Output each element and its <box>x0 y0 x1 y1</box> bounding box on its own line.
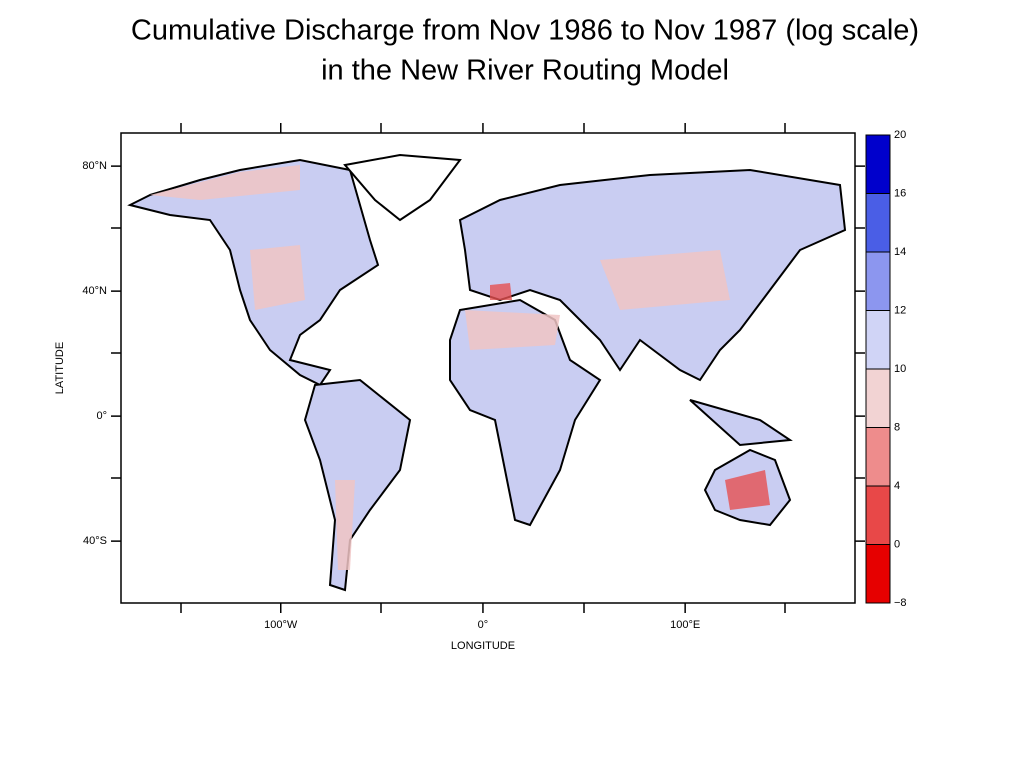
colorbar-box <box>865 368 891 428</box>
indonesia <box>689 399 793 447</box>
colorbar-label: −8 <box>894 597 907 609</box>
dry-region <box>250 245 305 310</box>
minor-ticks <box>111 123 865 613</box>
y-axis-label: LATITUDE <box>54 342 66 394</box>
y-tick-label: 0° <box>96 410 107 422</box>
dry-region <box>490 283 512 300</box>
colorbar-label: 4 <box>894 480 900 492</box>
dry-region <box>465 310 560 350</box>
dry-region <box>150 165 300 200</box>
colorbar-box <box>865 251 891 311</box>
colorbar-box <box>865 310 891 370</box>
dry-region <box>725 470 770 510</box>
y-tick-label: 40°S <box>83 535 107 547</box>
colorbar-box <box>865 193 891 253</box>
colorbar-box <box>865 485 891 545</box>
x-tick-label: 100°E <box>670 619 700 631</box>
colorbar-label: 14 <box>894 246 906 258</box>
colorbar-box <box>865 427 891 487</box>
colorbar-label: 10 <box>894 363 906 375</box>
colorbar-box <box>865 134 891 194</box>
colorbar-label: 12 <box>894 304 906 316</box>
dry-region <box>600 250 730 310</box>
greenland <box>343 153 462 222</box>
colorbar-label: 16 <box>894 187 906 199</box>
africa <box>449 298 602 527</box>
x-tick-label: 0° <box>478 619 489 631</box>
title: Cumulative Discharge from Nov 1986 to No… <box>131 15 919 47</box>
colorbar-label: 0 <box>894 538 900 550</box>
y-tick-label: 40°N <box>82 285 107 297</box>
dry-region <box>335 480 355 570</box>
map <box>111 123 865 613</box>
colorbar-label: 20 <box>894 129 906 141</box>
x-tick-label: 100°W <box>264 619 298 631</box>
y-tick-label: 80°N <box>82 160 107 172</box>
title: in the New River Routing Model <box>321 55 729 87</box>
colorbar-label: 8 <box>894 421 900 433</box>
colorbar-box <box>865 544 891 604</box>
x-axis-label: LONGITUDE <box>451 640 515 652</box>
